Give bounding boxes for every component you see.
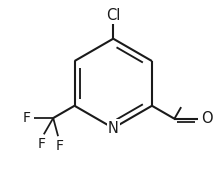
Text: O: O <box>201 111 212 126</box>
Text: Cl: Cl <box>106 8 120 23</box>
Text: F: F <box>38 137 46 151</box>
Text: F: F <box>23 111 31 125</box>
Text: F: F <box>56 139 64 153</box>
Text: N: N <box>108 121 119 136</box>
